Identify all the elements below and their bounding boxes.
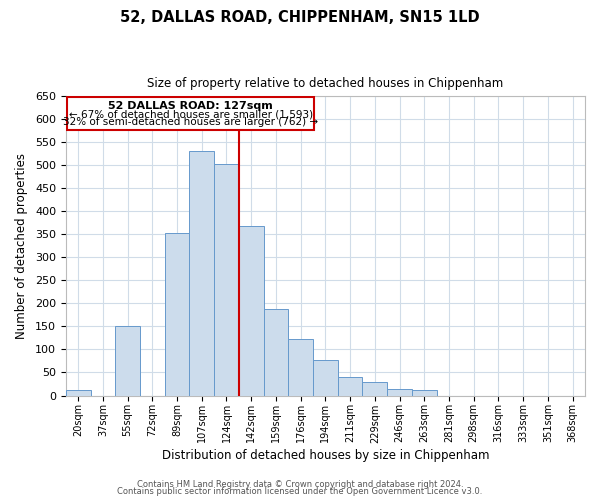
Bar (66, 390, 91, 396)
Text: Contains HM Land Registry data © Crown copyright and database right 2024.: Contains HM Land Registry data © Crown c… (137, 480, 463, 489)
Y-axis label: Number of detached properties: Number of detached properties (15, 152, 28, 338)
Bar (313, 360, 338, 396)
X-axis label: Distribution of detached houses by size in Chippenham: Distribution of detached houses by size … (161, 450, 489, 462)
Bar (164, 233, 190, 396)
Bar (115, 326, 140, 396)
Bar (362, 382, 387, 396)
Bar (289, 340, 313, 396)
Bar (263, 309, 289, 396)
Text: ← 67% of detached houses are smaller (1,593): ← 67% of detached houses are smaller (1,… (68, 109, 313, 119)
Text: 32% of semi-detached houses are larger (762) →: 32% of semi-detached houses are larger (… (63, 116, 318, 126)
Bar (239, 226, 263, 396)
Bar (412, 390, 437, 396)
Title: Size of property relative to detached houses in Chippenham: Size of property relative to detached ho… (147, 78, 503, 90)
Bar (338, 377, 362, 396)
Bar (387, 389, 412, 396)
FancyBboxPatch shape (67, 97, 314, 130)
Text: 52, DALLAS ROAD, CHIPPENHAM, SN15 1LD: 52, DALLAS ROAD, CHIPPENHAM, SN15 1LD (120, 10, 480, 25)
Text: 52 DALLAS ROAD: 127sqm: 52 DALLAS ROAD: 127sqm (108, 102, 273, 112)
Text: Contains public sector information licensed under the Open Government Licence v3: Contains public sector information licen… (118, 487, 482, 496)
Bar (190, 151, 214, 396)
Bar (214, 164, 239, 396)
